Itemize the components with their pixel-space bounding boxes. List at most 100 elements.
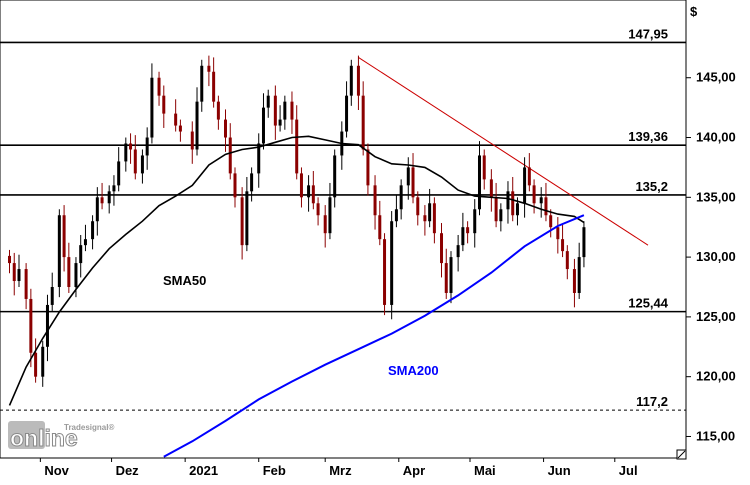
sma50-line (8, 135, 585, 406)
x-tick-label: Jul (619, 463, 638, 478)
level-label: 117,2 (636, 394, 668, 409)
candle-body (24, 269, 28, 299)
candle-body (290, 101, 294, 120)
candle-body (366, 149, 370, 186)
candle-body (261, 107, 265, 144)
candle-body (216, 101, 220, 120)
candle-body (117, 161, 121, 186)
candle-body (124, 143, 128, 162)
candle-body (145, 137, 149, 156)
candle-body (328, 197, 332, 234)
x-tick-label: Mai (474, 463, 496, 478)
x-tick-label: Apr (403, 463, 425, 478)
candle-body (112, 185, 116, 192)
candle-body (266, 95, 270, 108)
candle-body (489, 179, 493, 198)
sma200-line (163, 214, 585, 458)
candle-body (278, 119, 282, 126)
candle-body (250, 173, 254, 192)
candle-body (444, 263, 448, 293)
candle-body (295, 119, 299, 174)
brand-word: online (10, 425, 78, 451)
candle-body (95, 197, 99, 222)
brand-logo: Tradesignal® online (8, 421, 114, 452)
candle-body (473, 209, 477, 234)
candle-body (83, 239, 87, 246)
candle-body (150, 77, 154, 138)
candle-body (7, 255, 11, 264)
candle-body (577, 257, 581, 293)
candle-body (178, 125, 182, 132)
candle-body (67, 257, 71, 287)
level-label: 139,36 (628, 129, 668, 144)
candle-body (307, 185, 311, 198)
candle-body (333, 155, 337, 198)
y-tick-label: 135,00 (696, 189, 736, 204)
candle-body (572, 269, 576, 293)
candle-body (190, 131, 194, 150)
brand-box (8, 421, 45, 449)
candles-group (7, 55, 586, 387)
candle-body (423, 215, 427, 222)
candle-body (299, 173, 303, 198)
level-labels: 147,95 139,36 135,2 125,44 117,2 (628, 26, 669, 409)
candle-body (311, 185, 315, 204)
candle-body (482, 155, 486, 180)
y-tick-label: 125,00 (696, 309, 736, 324)
x-tick-label: Dez (116, 463, 140, 478)
candle-body (499, 209, 503, 222)
candle-body (316, 203, 320, 216)
candle-body (416, 197, 420, 216)
candle-body (544, 197, 548, 216)
candle-body (107, 191, 111, 204)
y-tick-label: 145,00 (696, 70, 736, 85)
candle-body (200, 65, 204, 102)
candle-body (523, 167, 527, 204)
candle-body (212, 71, 216, 102)
candle-body (356, 65, 360, 96)
y-tick-label: 140,00 (696, 130, 736, 145)
x-tick-label: Jun (548, 463, 571, 478)
candle-body (556, 227, 560, 240)
candle-body (41, 346, 45, 377)
candle-body (456, 245, 460, 258)
candle-body (349, 65, 353, 96)
candle-body (361, 95, 365, 150)
candle-body (449, 257, 453, 293)
candle-body (461, 227, 465, 246)
candle-body (174, 113, 178, 126)
x-tick-label: 2021 (189, 463, 218, 478)
candle-body (233, 173, 237, 198)
candle-body (549, 215, 553, 228)
candle-body (29, 298, 33, 353)
moving-averages (8, 135, 585, 458)
candle-body (133, 149, 137, 174)
candle-body (378, 215, 382, 240)
candle-body (582, 227, 586, 258)
candle-body (57, 215, 61, 287)
candle-body (224, 119, 228, 138)
candle-body (399, 185, 403, 210)
candle-body (565, 251, 569, 270)
level-label: 125,44 (628, 296, 669, 311)
candle-body (466, 227, 470, 234)
candle-body (129, 143, 133, 150)
currency-label: $ (690, 4, 698, 19)
candle-body (17, 269, 21, 282)
resize-corner-stroke (677, 450, 686, 459)
candle-body (79, 245, 83, 264)
sma50-label: SMA50 (163, 273, 206, 288)
x-tick-label: Feb (263, 463, 286, 478)
plot-frame (0, 0, 687, 459)
candle-body (411, 167, 415, 198)
candle-body (440, 233, 444, 264)
candle-body (50, 286, 54, 305)
candle-body (12, 263, 16, 282)
candle-body (561, 239, 565, 252)
candle-body (62, 215, 66, 258)
candle-body (323, 215, 327, 234)
y-tick-label: 130,00 (696, 249, 736, 264)
candle-body (383, 239, 387, 305)
resize-corner-icon[interactable] (676, 449, 687, 460)
